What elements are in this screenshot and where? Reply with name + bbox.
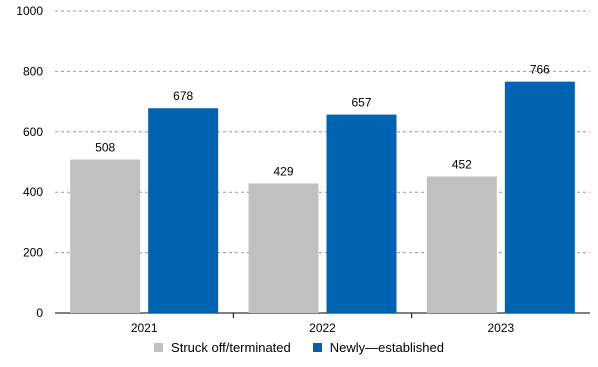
- y-tick-label-200: 200: [23, 246, 43, 260]
- legend-swatch-newly-established: [312, 343, 322, 352]
- bar-2021-series-0: [70, 159, 141, 313]
- data-label-2023-series-0: 452: [452, 157, 472, 171]
- legend-swatch-struck-off: [154, 343, 164, 352]
- legend-label-newly-established: Newly—established: [329, 340, 444, 355]
- bar-2021-series-1: [148, 108, 219, 313]
- bar-2022-series-0: [248, 183, 319, 313]
- legend: Struck off/terminated Newly—established: [0, 340, 598, 355]
- x-tick-label-2023: 2023: [487, 321, 514, 335]
- x-tick-label-2021: 2021: [131, 321, 158, 335]
- y-tick-label-800: 800: [23, 64, 43, 78]
- legend-item-struck-off: Struck off/terminated: [154, 340, 291, 355]
- bar-2023-series-1: [504, 81, 575, 313]
- data-label-2023-series-1: 766: [530, 63, 550, 77]
- bar-2023-series-0: [426, 176, 497, 313]
- y-tick-label-400: 400: [23, 185, 43, 199]
- y-tick-label-600: 600: [23, 125, 43, 139]
- data-label-2021-series-1: 678: [173, 89, 193, 103]
- data-label-2022-series-0: 429: [273, 164, 293, 178]
- y-tick-label-0: 0: [36, 306, 43, 320]
- x-tick-label-2022: 2022: [309, 321, 336, 335]
- y-tick-label-1000: 1000: [16, 4, 43, 18]
- data-label-2022-series-1: 657: [351, 96, 371, 110]
- bar-2022-series-1: [326, 114, 397, 313]
- data-label-2021-series-0: 508: [95, 141, 115, 155]
- legend-label-struck-off: Struck off/terminated: [171, 340, 291, 355]
- legend-item-newly-established: Newly—established: [312, 340, 444, 355]
